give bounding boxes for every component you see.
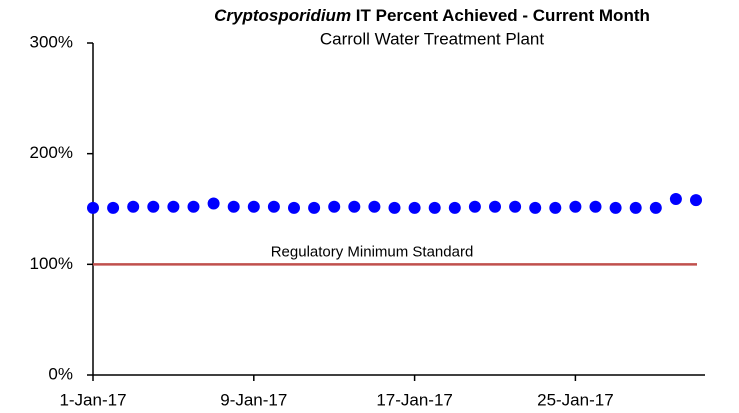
data-point	[247, 200, 260, 213]
data-point	[227, 200, 240, 213]
data-point	[207, 197, 220, 210]
data-point	[107, 201, 120, 214]
reference-label: Regulatory Minimum Standard	[271, 243, 474, 260]
data-point	[127, 200, 140, 213]
data-point	[187, 200, 200, 213]
data-point	[509, 200, 522, 213]
x-tick-label: 17-Jan-17	[376, 390, 453, 409]
x-tick-label: 25-Jan-17	[537, 390, 614, 409]
data-point	[308, 201, 321, 214]
x-tick-label: 1-Jan-17	[59, 390, 126, 409]
data-point	[368, 200, 381, 213]
data-point	[167, 200, 180, 213]
data-point	[448, 201, 461, 214]
y-tick-label: 200%	[30, 143, 73, 162]
data-point	[328, 200, 341, 213]
title-rest: IT Percent Achieved - Current Month	[356, 6, 650, 25]
x-tick-label: 9-Jan-17	[220, 390, 287, 409]
data-point	[690, 194, 702, 207]
data-point	[649, 201, 662, 214]
data-point	[589, 200, 602, 213]
data-point	[288, 201, 300, 214]
y-tick-label: 100%	[30, 254, 73, 273]
data-point	[569, 200, 582, 213]
data-point	[669, 193, 682, 206]
title-italic: Cryptosporidium	[214, 6, 351, 25]
data-point	[428, 201, 441, 214]
data-point	[489, 200, 501, 213]
data-point	[629, 201, 642, 214]
chart-subtitle: Carroll Water Treatment Plant	[320, 29, 544, 48]
data-point	[529, 201, 542, 214]
data-point	[408, 201, 421, 214]
data-point	[609, 201, 622, 214]
data-point	[388, 201, 401, 214]
data-point	[549, 201, 562, 214]
y-tick-label: 0%	[48, 364, 73, 383]
y-tick-label: 300%	[30, 32, 73, 51]
data-point	[348, 200, 361, 213]
data-point	[87, 201, 99, 214]
data-point	[267, 200, 280, 213]
data-point	[468, 200, 481, 213]
data-point	[147, 200, 160, 213]
chart-title: Cryptosporidium IT Percent Achieved - Cu…	[214, 6, 650, 25]
